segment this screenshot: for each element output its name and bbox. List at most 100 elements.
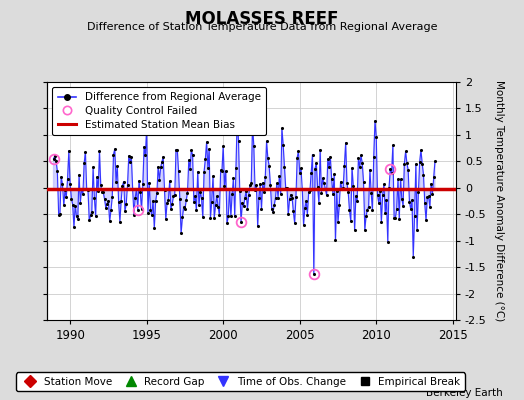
Point	[229, 175, 237, 182]
Point	[66, 181, 74, 187]
Point	[166, 178, 174, 184]
Point	[108, 194, 116, 200]
Point	[422, 217, 430, 224]
Point	[328, 176, 336, 182]
Point	[139, 181, 147, 188]
Point	[329, 191, 337, 198]
Point	[412, 161, 420, 167]
Point	[67, 195, 75, 202]
Point	[152, 190, 161, 196]
Point	[80, 160, 89, 166]
Point	[57, 174, 66, 180]
Point	[177, 230, 185, 236]
Point	[399, 202, 407, 209]
Point	[425, 204, 434, 211]
Point	[431, 158, 439, 164]
Legend: Station Move, Record Gap, Time of Obs. Change, Empirical Break: Station Move, Record Gap, Time of Obs. C…	[16, 372, 465, 391]
Point	[85, 217, 93, 224]
Point	[289, 208, 298, 214]
Point	[225, 186, 234, 192]
Point	[122, 201, 130, 207]
Point	[196, 188, 204, 195]
Point	[317, 190, 325, 196]
Point	[369, 154, 378, 160]
Point	[372, 134, 380, 140]
Point	[279, 142, 287, 148]
Point	[363, 206, 372, 213]
Point	[407, 206, 415, 212]
Point	[404, 167, 412, 173]
Point	[255, 195, 263, 202]
Point	[150, 225, 159, 231]
Point	[76, 199, 84, 206]
Point	[286, 196, 294, 203]
Point	[62, 194, 71, 201]
Point	[131, 195, 139, 201]
Point	[387, 170, 396, 177]
Point	[267, 205, 276, 212]
Point	[339, 185, 347, 192]
Point	[249, 143, 258, 149]
Point	[355, 164, 364, 170]
Point	[161, 216, 170, 222]
Point	[63, 176, 72, 182]
Point	[349, 183, 357, 190]
Point	[419, 171, 428, 178]
Point	[378, 192, 387, 198]
Text: Difference of Station Temperature Data from Regional Average: Difference of Station Temperature Data f…	[87, 22, 437, 32]
Point	[263, 138, 271, 144]
Point	[163, 199, 171, 206]
Point	[186, 165, 194, 172]
Point	[93, 174, 101, 180]
Point	[272, 180, 281, 186]
Point	[143, 126, 151, 132]
Point	[290, 220, 299, 226]
Point	[71, 202, 80, 209]
Point	[274, 194, 282, 201]
Point	[368, 207, 377, 213]
Point	[390, 215, 398, 222]
Point	[58, 181, 67, 188]
Point	[95, 148, 104, 154]
Point	[386, 166, 395, 173]
Point	[132, 186, 140, 192]
Point	[146, 206, 155, 213]
Point	[111, 146, 119, 152]
Point	[277, 191, 285, 198]
Point	[371, 118, 379, 124]
Point	[336, 178, 345, 185]
Point	[94, 188, 102, 194]
Point	[92, 212, 100, 219]
Point	[155, 176, 163, 183]
Point	[170, 191, 179, 198]
Point	[178, 214, 187, 221]
Point	[75, 172, 83, 178]
Point	[167, 206, 175, 212]
Point	[73, 216, 82, 222]
Point	[182, 197, 190, 204]
Point	[430, 174, 438, 180]
Point	[98, 189, 106, 196]
Point	[136, 189, 145, 195]
Point	[148, 212, 156, 219]
Point	[381, 209, 389, 216]
Point	[237, 218, 245, 225]
Point	[128, 186, 137, 192]
Point	[403, 160, 411, 166]
Point	[343, 180, 351, 186]
Point	[334, 219, 342, 225]
Point	[348, 165, 356, 171]
Point	[264, 155, 272, 162]
Point	[126, 159, 134, 165]
Point	[351, 227, 359, 233]
Point	[410, 213, 419, 219]
Point	[304, 189, 313, 195]
Point	[114, 198, 123, 205]
Point	[416, 159, 424, 165]
Point	[384, 238, 392, 245]
Point	[199, 214, 207, 221]
Point	[198, 195, 206, 202]
Point	[215, 212, 224, 218]
Point	[288, 194, 296, 201]
Point	[306, 187, 314, 193]
